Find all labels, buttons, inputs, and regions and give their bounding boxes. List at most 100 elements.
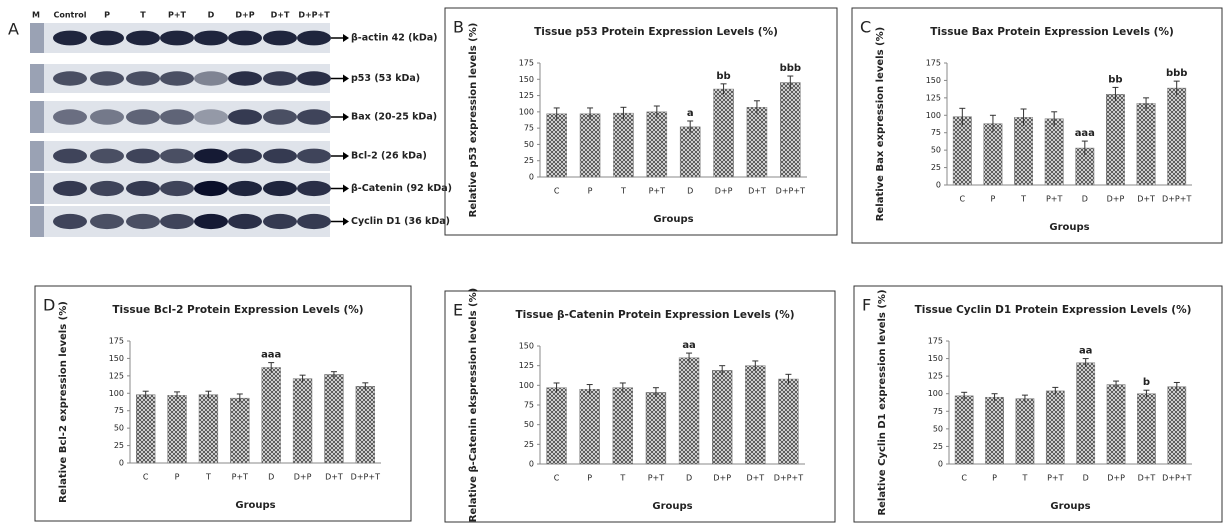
x-tick-label: P+T <box>1046 195 1063 204</box>
y-tick-label: 125 <box>928 372 943 381</box>
blot-band <box>160 214 194 229</box>
y-tick-label: 25 <box>114 441 124 450</box>
x-tick-label: D+T <box>325 473 343 482</box>
x-tick-label: P <box>175 473 180 482</box>
bar <box>580 114 600 177</box>
panel-frame <box>852 8 1222 243</box>
y-tick-label: 75 <box>114 406 124 415</box>
x-tick-label: D <box>686 474 692 483</box>
y-tick-label: 150 <box>519 342 534 351</box>
blot-band <box>228 214 262 229</box>
blot-band <box>160 109 194 125</box>
lane-label: D+P+T <box>298 11 330 20</box>
bar <box>356 386 375 463</box>
blot-band <box>228 71 262 85</box>
blot-band <box>126 181 160 196</box>
y-tick-label: 25 <box>524 156 534 165</box>
y-tick-label: 25 <box>933 442 943 451</box>
x-tick-label: D+P <box>294 473 312 482</box>
blot-band <box>53 31 87 46</box>
x-tick-label: D <box>1082 195 1088 204</box>
panel-letter: C <box>860 18 871 37</box>
y-tick-label: 75 <box>931 128 941 137</box>
bar <box>262 367 281 463</box>
blot-band <box>126 31 160 46</box>
blot-band <box>297 109 331 125</box>
bar <box>680 127 700 177</box>
blot-band <box>90 181 124 196</box>
x-tick-label: C <box>143 473 149 482</box>
blot-band <box>263 149 297 164</box>
lane-label: M <box>32 11 40 20</box>
blot-band <box>194 31 228 46</box>
blot-band <box>90 214 124 229</box>
blot-band <box>160 181 194 196</box>
y-tick-label: 150 <box>926 76 941 85</box>
x-tick-label: D <box>268 473 274 482</box>
bar <box>1016 399 1034 464</box>
y-tick-label: 175 <box>928 337 943 346</box>
y-axis-label: Relative β-Catenin ekspression levels (%… <box>468 288 479 522</box>
y-tick-label: 100 <box>928 389 943 398</box>
significance-label: bbb <box>1166 68 1187 79</box>
y-tick-label: 0 <box>938 460 943 469</box>
bar <box>293 379 312 463</box>
bar <box>679 358 699 464</box>
x-tick-label: T <box>619 474 625 483</box>
blot-band <box>263 71 297 85</box>
blot-band <box>194 109 228 125</box>
lane-label: P+T <box>168 11 187 20</box>
bar <box>1137 394 1155 464</box>
x-axis-label: Groups <box>235 500 275 511</box>
arrow-head <box>343 185 349 193</box>
x-tick-label: D+P <box>1107 474 1125 483</box>
band-label: Bcl-2 (26 kDa) <box>351 151 427 162</box>
x-tick-label: D+P+T <box>774 474 803 483</box>
y-tick-label: 50 <box>933 424 943 433</box>
significance-label: b <box>1143 377 1150 388</box>
y-tick-label: 100 <box>109 389 124 398</box>
y-tick-label: 125 <box>109 371 124 380</box>
y-tick-label: 25 <box>931 163 941 172</box>
blot-band <box>53 71 87 85</box>
blot-band <box>228 109 262 125</box>
significance-label: bb <box>1108 74 1122 85</box>
x-tick-label: D+T <box>748 187 766 196</box>
panel-letter: D <box>43 296 55 315</box>
band-label: p53 (53 kDa) <box>351 73 420 84</box>
panel-letter: F <box>862 296 871 315</box>
y-tick-label: 50 <box>524 140 534 149</box>
bar <box>168 395 187 463</box>
x-tick-label: P+T <box>649 187 666 196</box>
bar <box>984 124 1002 185</box>
y-axis-label: Relative Cyclin D1 expression levels (%) <box>877 289 888 515</box>
blot-band <box>297 149 331 164</box>
arrow-head <box>343 34 349 42</box>
bar <box>613 388 633 464</box>
lane-label: T <box>140 11 146 20</box>
blot-band <box>194 71 228 85</box>
lane-label: P <box>104 11 110 20</box>
x-tick-label: D+P+T <box>1162 195 1191 204</box>
blot-band <box>297 181 331 196</box>
y-tick-label: 25 <box>524 440 534 449</box>
x-tick-label: D+T <box>746 474 764 483</box>
blot-band <box>160 31 194 46</box>
bar <box>1137 103 1155 185</box>
y-tick-label: 100 <box>519 107 534 116</box>
bar <box>647 112 667 177</box>
y-tick-label: 0 <box>529 173 534 182</box>
bar <box>1168 88 1186 185</box>
y-tick-label: 150 <box>519 75 534 84</box>
bar <box>1107 385 1125 464</box>
blot-band <box>53 181 87 196</box>
arrow-head <box>343 218 349 226</box>
x-tick-label: D+P+T <box>776 187 805 196</box>
band-label: β-Catenin (92 kDa) <box>351 183 452 194</box>
bar <box>199 395 218 463</box>
x-tick-label: C <box>554 474 560 483</box>
chart-title: Tissue Bax Protein Expression Levels (%) <box>930 26 1174 38</box>
x-axis-label: Groups <box>652 501 692 512</box>
